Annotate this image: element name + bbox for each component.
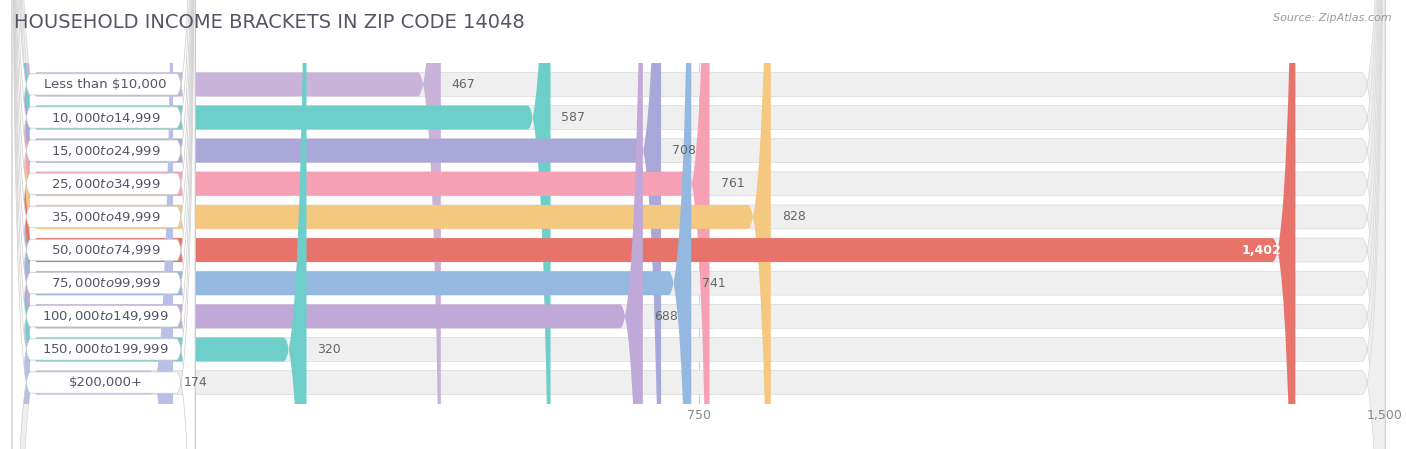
- Text: 1,402: 1,402: [1241, 243, 1282, 256]
- Text: 761: 761: [720, 177, 744, 190]
- FancyBboxPatch shape: [14, 0, 770, 449]
- FancyBboxPatch shape: [14, 0, 1385, 449]
- Text: $150,000 to $199,999: $150,000 to $199,999: [42, 343, 169, 357]
- Text: 467: 467: [451, 78, 475, 91]
- FancyBboxPatch shape: [14, 0, 1385, 449]
- FancyBboxPatch shape: [14, 0, 441, 449]
- FancyBboxPatch shape: [14, 0, 710, 449]
- FancyBboxPatch shape: [14, 0, 692, 449]
- Text: Source: ZipAtlas.com: Source: ZipAtlas.com: [1274, 13, 1392, 23]
- FancyBboxPatch shape: [14, 0, 1385, 449]
- Text: $15,000 to $24,999: $15,000 to $24,999: [51, 144, 160, 158]
- Text: 688: 688: [654, 310, 678, 323]
- Text: 174: 174: [184, 376, 208, 389]
- FancyBboxPatch shape: [13, 0, 195, 449]
- Text: 320: 320: [318, 343, 342, 356]
- FancyBboxPatch shape: [14, 0, 661, 449]
- FancyBboxPatch shape: [14, 0, 1385, 449]
- FancyBboxPatch shape: [13, 0, 195, 449]
- Text: 741: 741: [702, 277, 725, 290]
- FancyBboxPatch shape: [13, 0, 195, 449]
- Text: 708: 708: [672, 144, 696, 157]
- FancyBboxPatch shape: [13, 0, 195, 449]
- FancyBboxPatch shape: [14, 0, 551, 449]
- FancyBboxPatch shape: [14, 0, 1385, 449]
- FancyBboxPatch shape: [13, 0, 195, 449]
- FancyBboxPatch shape: [14, 0, 1295, 449]
- Text: $200,000+: $200,000+: [69, 376, 142, 389]
- FancyBboxPatch shape: [13, 0, 195, 449]
- FancyBboxPatch shape: [13, 0, 195, 449]
- Text: $50,000 to $74,999: $50,000 to $74,999: [51, 243, 160, 257]
- FancyBboxPatch shape: [13, 0, 195, 449]
- FancyBboxPatch shape: [14, 0, 1385, 449]
- FancyBboxPatch shape: [14, 0, 173, 449]
- FancyBboxPatch shape: [14, 0, 1385, 449]
- Text: $10,000 to $14,999: $10,000 to $14,999: [51, 110, 160, 124]
- Text: $75,000 to $99,999: $75,000 to $99,999: [51, 276, 160, 290]
- FancyBboxPatch shape: [14, 0, 1385, 449]
- Text: $100,000 to $149,999: $100,000 to $149,999: [42, 309, 169, 323]
- Text: 828: 828: [782, 211, 806, 224]
- FancyBboxPatch shape: [14, 0, 307, 449]
- Text: Less than $10,000: Less than $10,000: [44, 78, 167, 91]
- FancyBboxPatch shape: [14, 0, 643, 449]
- FancyBboxPatch shape: [14, 0, 1385, 449]
- Text: 587: 587: [561, 111, 585, 124]
- FancyBboxPatch shape: [13, 0, 195, 449]
- Text: $25,000 to $34,999: $25,000 to $34,999: [51, 177, 160, 191]
- FancyBboxPatch shape: [13, 0, 195, 449]
- Text: HOUSEHOLD INCOME BRACKETS IN ZIP CODE 14048: HOUSEHOLD INCOME BRACKETS IN ZIP CODE 14…: [14, 13, 524, 32]
- FancyBboxPatch shape: [14, 0, 1385, 449]
- Text: $35,000 to $49,999: $35,000 to $49,999: [51, 210, 160, 224]
